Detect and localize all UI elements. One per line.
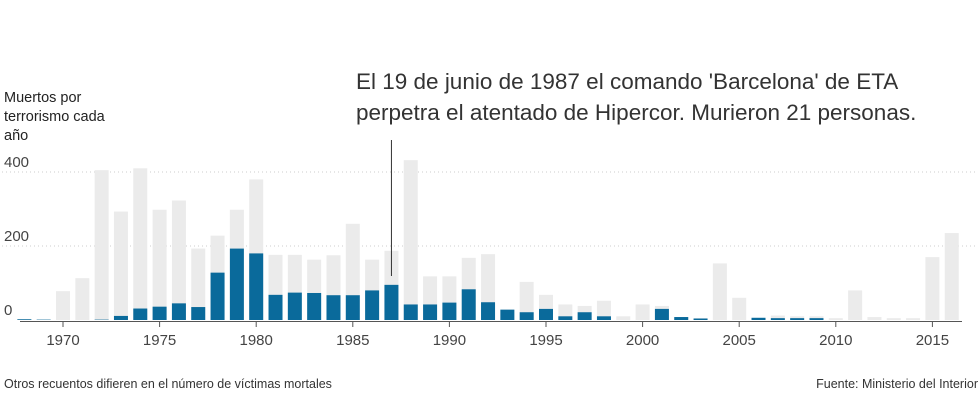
x-tick-label: 1970 <box>46 332 79 349</box>
bar-total-2015 <box>925 257 940 320</box>
bar-eta-1981 <box>268 294 283 320</box>
bar-eta-2002 <box>674 317 689 320</box>
x-tick-label: 1975 <box>143 332 176 349</box>
bar-total-2011 <box>848 290 863 320</box>
bar-total-1994 <box>519 281 534 320</box>
bar-total-2004 <box>712 263 727 320</box>
bar-eta-1983 <box>307 292 322 320</box>
bar-total-1970 <box>56 291 70 320</box>
x-tick-label: 1980 <box>240 332 273 349</box>
bar-eta-1982 <box>287 292 302 320</box>
bar-total-1977 <box>191 248 206 320</box>
footer-source: Fuente: Ministerio del Interior <box>816 377 978 391</box>
bar-eta-1993 <box>500 309 515 320</box>
bar-total-1988 <box>403 160 418 320</box>
bar-eta-1989 <box>423 304 438 320</box>
bar-eta-2001 <box>654 308 669 320</box>
bar-total-1971 <box>75 278 90 320</box>
x-tick-label: 1985 <box>336 332 369 349</box>
bar-eta-2008 <box>790 318 805 320</box>
bar-eta-2007 <box>770 318 785 320</box>
bar-eta-1986 <box>365 290 380 320</box>
bar-eta-1987 <box>384 284 399 320</box>
y-tick-label: 0 <box>4 302 12 319</box>
bar-eta-1980 <box>249 253 264 320</box>
bar-total-2010 <box>828 318 843 320</box>
x-tick-label: 2000 <box>626 332 659 349</box>
bar-eta-2003 <box>693 318 708 320</box>
bar-eta-1979 <box>229 248 244 320</box>
x-tick-label: 1990 <box>433 332 466 349</box>
bar-eta-1975 <box>152 306 167 320</box>
y-tick-label: 400 <box>4 154 29 171</box>
x-tick-label: 2010 <box>819 332 852 349</box>
bar-total-2000 <box>635 304 650 320</box>
bar-eta-1977 <box>191 307 206 320</box>
bar-total-2007 <box>770 315 785 320</box>
bar-eta-1990 <box>442 302 457 320</box>
x-tick-label: 2015 <box>916 332 949 349</box>
bar-total-2016 <box>944 233 959 320</box>
x-tick-label: 1995 <box>529 332 562 349</box>
footer-note: Otros recuentos difieren en el número de… <box>4 377 332 391</box>
grid-lines: 0 200 400 <box>2 154 975 319</box>
bar-total-1999 <box>616 316 631 320</box>
bar-eta-2009 <box>809 318 824 320</box>
bar-total-1998 <box>596 300 611 320</box>
bar-eta-1997 <box>577 312 592 320</box>
bar-total-1972 <box>94 170 109 320</box>
bar-total-2005 <box>732 297 747 320</box>
bar-eta-1998 <box>596 316 611 320</box>
bar-total-2013 <box>886 318 901 320</box>
y-tick-label: 200 <box>4 228 29 245</box>
y-axis-label: Muertos por terrorismo cada año <box>4 90 105 144</box>
bar-total-2012 <box>867 317 882 320</box>
bar-eta-1985 <box>345 295 360 320</box>
bars <box>17 160 959 320</box>
bar-eta-2006 <box>751 317 766 320</box>
bar-eta-1996 <box>558 316 573 320</box>
bar-total-1974 <box>133 168 148 320</box>
bar-eta-1973 <box>113 315 128 320</box>
bar-eta-1992 <box>481 302 496 320</box>
axis-ticks: 1970 1975 1980 1985 1990 1995 2000 2005 2010 2015 <box>20 321 962 349</box>
bar-total-1975 <box>152 209 167 320</box>
bar-eta-1994 <box>519 312 534 320</box>
x-tick-label: 2005 <box>723 332 756 349</box>
bar-eta-1995 <box>539 308 553 320</box>
bar-total-1973 <box>113 211 128 320</box>
bar-total-1996 <box>558 304 573 320</box>
bar-total-1976 <box>171 200 186 320</box>
annotation-text: El 19 de junio de 1987 el comando 'Barce… <box>356 69 917 125</box>
bar-eta-1974 <box>133 308 148 320</box>
bar-eta-1978 <box>210 272 225 320</box>
bar-eta-1991 <box>461 289 476 320</box>
bar-eta-1988 <box>403 304 418 320</box>
bar-eta-1984 <box>326 295 341 320</box>
bar-eta-1968 <box>17 319 32 320</box>
bar-total-2014 <box>906 318 921 320</box>
bar-eta-1976 <box>171 303 186 320</box>
